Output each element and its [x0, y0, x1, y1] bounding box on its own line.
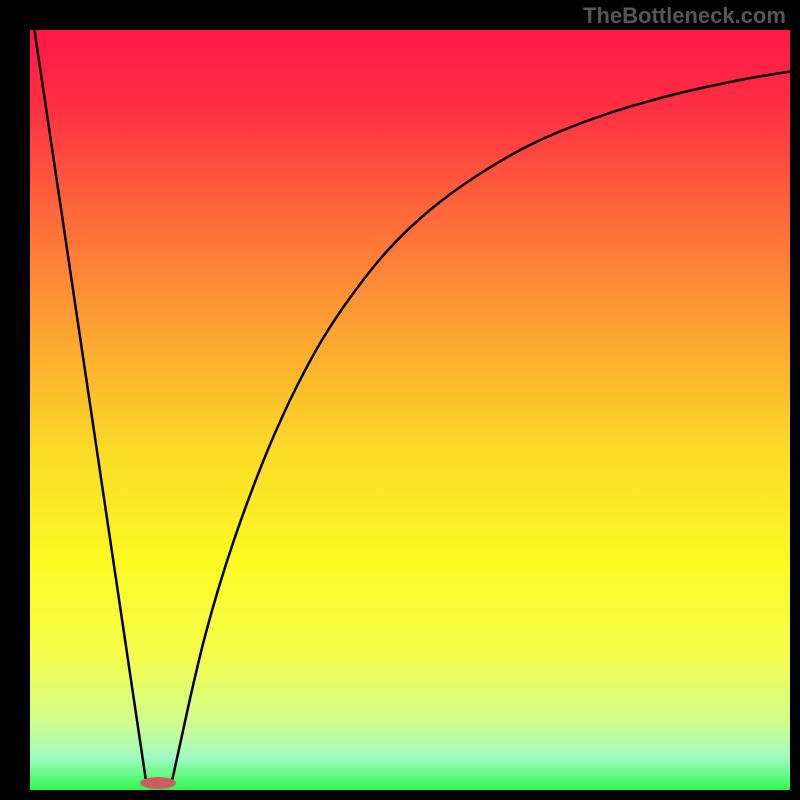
- gradient-background: [30, 30, 790, 790]
- bottleneck-marker: [140, 777, 176, 789]
- chart-container: TheBottleneck.com: [0, 0, 800, 800]
- watermark-text: TheBottleneck.com: [583, 3, 786, 29]
- chart-svg: [0, 0, 800, 800]
